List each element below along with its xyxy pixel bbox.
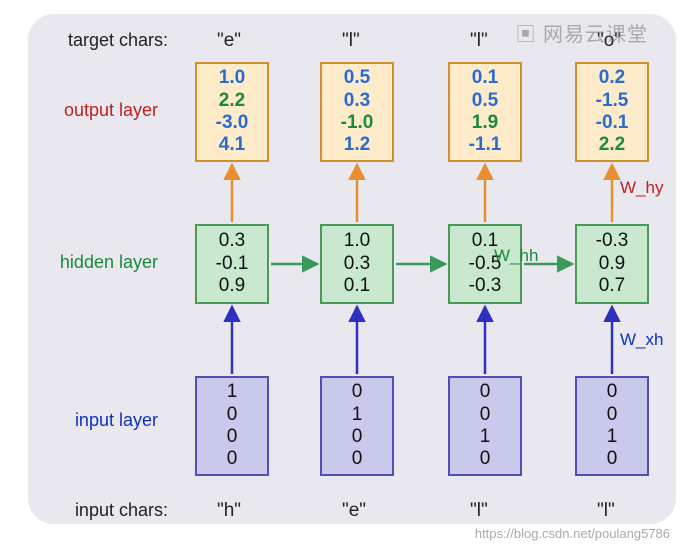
output-box-1: 0.50.3-1.01.2 xyxy=(320,62,394,162)
input-char-2: "l" xyxy=(470,500,488,522)
label-w-xh: W_xh xyxy=(620,330,663,350)
input-box-3: 0010 xyxy=(575,376,649,476)
label-hidden-layer: hidden layer xyxy=(18,252,158,273)
label-input-chars: input chars: xyxy=(28,500,168,521)
input-box-2: 0010 xyxy=(448,376,522,476)
input-char-1: "e" xyxy=(342,500,366,522)
input-char-0: "h" xyxy=(217,500,241,522)
target-char-1: "l" xyxy=(342,30,360,52)
target-char-0: "e" xyxy=(217,30,241,52)
output-box-0: 1.02.2-3.04.1 xyxy=(195,62,269,162)
watermark-logo: ▣ 网易云课堂 xyxy=(515,18,648,47)
input-box-1: 0100 xyxy=(320,376,394,476)
input-box-0: 1000 xyxy=(195,376,269,476)
target-char-2: "l" xyxy=(470,30,488,52)
hidden-box-0: 0.3-0.10.9 xyxy=(195,224,269,304)
watermark-url: https://blog.csdn.net/poulang5786 xyxy=(475,526,670,541)
output-box-2: 0.10.51.9-1.1 xyxy=(448,62,522,162)
label-w-hh: W_hh xyxy=(494,246,538,266)
label-output-layer: output layer xyxy=(18,100,158,121)
input-char-3: "l" xyxy=(597,500,615,522)
label-target-chars: target chars: xyxy=(28,30,168,51)
hidden-box-1: 1.00.30.1 xyxy=(320,224,394,304)
label-w-hy: W_hy xyxy=(620,178,663,198)
output-box-3: 0.2-1.5-0.12.2 xyxy=(575,62,649,162)
hidden-box-3: -0.30.90.7 xyxy=(575,224,649,304)
label-input-layer: input layer xyxy=(18,410,158,431)
